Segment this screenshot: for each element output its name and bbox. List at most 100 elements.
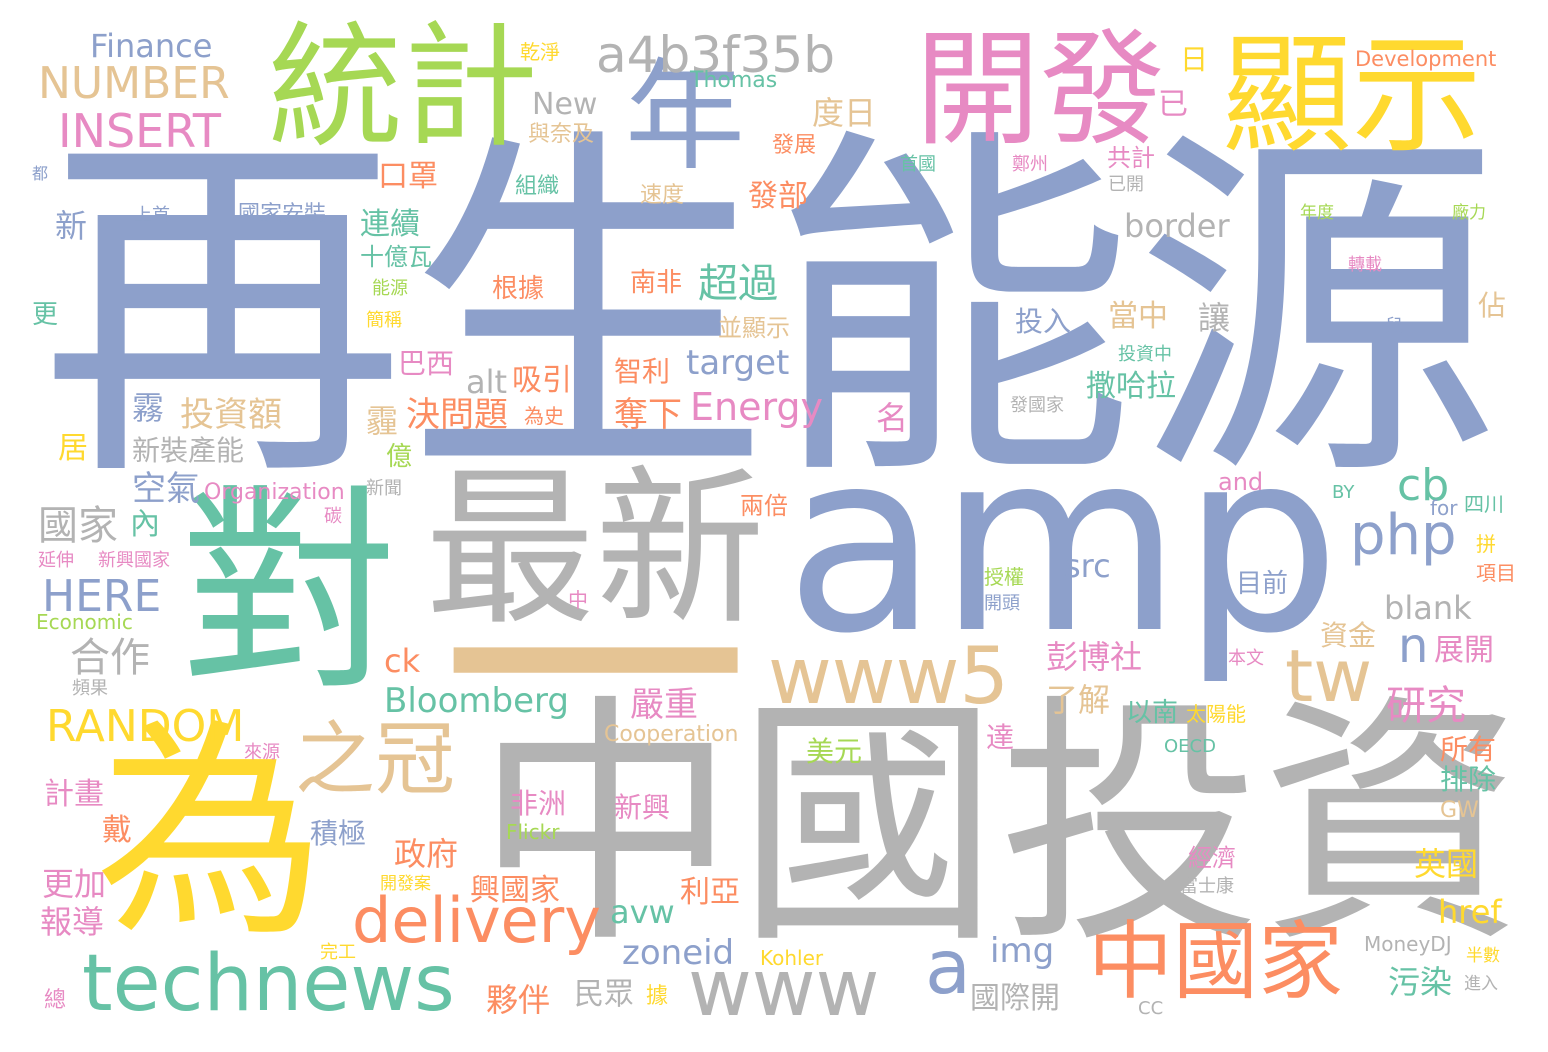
word: 目前 <box>1236 569 1289 599</box>
word: 一 <box>440 494 750 855</box>
word: 年度 <box>1300 203 1334 223</box>
word: 為 <box>95 701 326 968</box>
word: 更加 <box>42 865 107 903</box>
word: 都 <box>32 164 49 183</box>
word: n <box>1398 618 1429 674</box>
word: 組織 <box>515 174 560 199</box>
word: www5 <box>768 632 1010 722</box>
word: 開發案 <box>380 874 431 894</box>
word: 發國家 <box>1010 395 1064 416</box>
word: php <box>1350 503 1457 568</box>
word: 嚴重 <box>630 685 698 725</box>
word: 頻果 <box>72 678 108 699</box>
word: 撒哈拉 <box>1086 369 1176 404</box>
word: MoneyDJ <box>1364 932 1452 956</box>
word: 發部 <box>748 179 808 214</box>
word: 研究 <box>1386 683 1466 729</box>
word: 乾淨 <box>520 40 560 64</box>
word: 內 <box>130 507 160 542</box>
word: 拼 <box>1476 532 1496 556</box>
word: 智利 <box>614 355 671 388</box>
word: 經濟 <box>1188 844 1236 872</box>
word: GW <box>1440 798 1479 823</box>
word: New <box>532 87 598 122</box>
word: 年 <box>625 48 745 187</box>
word: 顯示 <box>1222 19 1483 171</box>
word: 排除 <box>1440 763 1497 796</box>
word: HERE <box>42 571 162 622</box>
word: 兩倍 <box>740 492 788 520</box>
word: 投資額 <box>180 395 282 435</box>
word: 四川 <box>1464 492 1504 516</box>
word: a <box>925 923 971 1011</box>
word: 利亞 <box>680 875 740 910</box>
word: 報導 <box>40 903 105 941</box>
word: 新興國家 <box>98 550 170 571</box>
word: 本文 <box>1228 648 1264 669</box>
word: tw <box>1285 634 1373 718</box>
word: 日 <box>1180 43 1209 76</box>
word: 來源 <box>244 742 280 763</box>
word: 決問題 <box>406 395 508 435</box>
word: 兒 <box>1385 316 1403 337</box>
word: 了解 <box>1046 681 1111 719</box>
word: 上首 <box>134 205 170 226</box>
word: 鄭州 <box>1012 154 1048 175</box>
word: 夥伴 <box>486 981 551 1019</box>
word: 政府 <box>394 835 459 873</box>
word: Thomas <box>690 68 778 93</box>
word: 轉載 <box>1348 255 1382 275</box>
word: Flickr <box>506 820 560 844</box>
word: 碳 <box>324 506 342 527</box>
word: 新聞 <box>366 478 402 499</box>
word: Cooperation <box>604 722 739 747</box>
word: 中國投資 <box>475 673 1523 978</box>
word: 共計 <box>1107 144 1155 172</box>
word: 度日 <box>812 94 877 132</box>
word: 最新 <box>425 451 766 649</box>
word: 美元 <box>806 735 863 768</box>
word: 南非 <box>630 268 683 298</box>
word: blank <box>1384 589 1472 627</box>
word: 統計 <box>268 9 538 166</box>
word: amp <box>785 397 1341 688</box>
word: 簡稱 <box>366 310 402 331</box>
word: 十億瓦 <box>360 243 432 271</box>
word: 國家 <box>38 503 118 549</box>
word: 投資中 <box>1118 344 1172 365</box>
word: avw <box>610 893 675 931</box>
word: 所有 <box>1440 733 1497 766</box>
word: 戴 <box>102 813 132 848</box>
word: 開發 <box>915 18 1165 163</box>
word: 彭博社 <box>1046 638 1143 676</box>
word: delivery <box>352 884 601 957</box>
word: 當中 <box>1108 299 1168 334</box>
word: 再生能源 <box>40 100 1500 525</box>
word: 國家安裝 <box>238 202 327 227</box>
word: 巴西 <box>398 347 455 380</box>
word: 非洲 <box>510 787 567 820</box>
word: Organization <box>204 480 345 505</box>
word: 能源 <box>372 278 408 299</box>
word: 已 <box>1158 87 1188 122</box>
word: 達 <box>986 721 1015 754</box>
word: 積極 <box>310 817 367 850</box>
word: 吸引 <box>512 363 572 398</box>
word: Kohler <box>760 946 824 970</box>
word: 據 <box>646 984 669 1009</box>
word: src <box>1064 547 1111 585</box>
word: 空氣 <box>132 469 200 509</box>
word: Energy <box>690 385 824 429</box>
word: 居 <box>58 431 88 466</box>
word: 速度 <box>640 183 685 208</box>
word: 資金 <box>1320 619 1377 652</box>
word: href <box>1438 893 1502 931</box>
word: 中 <box>568 588 588 612</box>
word: 開頭 <box>984 593 1020 614</box>
word: CC <box>1138 998 1164 1019</box>
word: Development <box>1355 47 1497 71</box>
word: 富士康 <box>1180 876 1234 897</box>
word: and <box>1218 468 1264 496</box>
word: OECD <box>1164 736 1216 757</box>
